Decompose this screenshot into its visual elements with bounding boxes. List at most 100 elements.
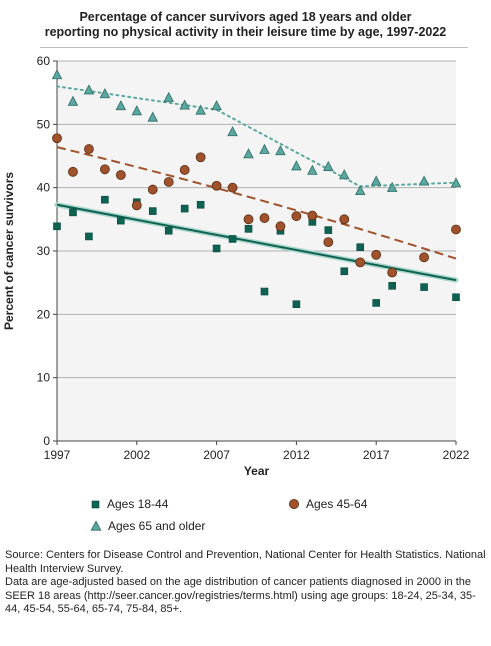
data-point-ages-18-44	[292, 300, 301, 309]
data-point-ages-45-64	[131, 200, 142, 211]
data-point-ages-45-64	[259, 213, 270, 223]
legend-item-ages-18-44: Ages 18-44	[90, 497, 168, 511]
y-tick-label: 30	[37, 244, 51, 258]
data-point-ages-45-64	[163, 177, 174, 187]
circle-marker-icon	[289, 499, 299, 509]
data-point-ages-18-44	[372, 299, 381, 307]
data-point-ages-65-and-older	[354, 184, 366, 196]
data-point-ages-65-and-older	[67, 95, 79, 106]
data-point-ages-18-44	[452, 293, 460, 302]
x-axis-title: Year	[244, 464, 270, 478]
title-divider	[40, 47, 468, 48]
data-point-ages-45-64	[451, 224, 461, 235]
data-point-ages-65-and-older	[83, 84, 95, 95]
data-point-ages-18-44	[164, 226, 173, 235]
data-point-ages-18-44	[69, 208, 77, 217]
data-point-ages-45-64	[211, 180, 222, 191]
y-tick-label: 0	[43, 434, 50, 448]
chart-title-line-2: reporting no physical activity in their …	[44, 25, 447, 39]
y-tick-label: 10	[37, 371, 51, 385]
data-point-ages-18-44	[356, 243, 365, 251]
data-point-ages-18-44	[85, 232, 93, 241]
y-tick-label: 40	[37, 181, 51, 195]
data-point-ages-18-44	[148, 207, 157, 215]
y-axis-title: Percent of cancer survivors	[2, 172, 16, 330]
data-point-ages-65-and-older	[291, 160, 302, 171]
data-point-ages-45-64	[68, 166, 78, 177]
data-point-ages-65-and-older	[179, 99, 190, 110]
x-tick-label: 2017	[363, 448, 390, 462]
data-point-ages-65-and-older	[99, 88, 111, 99]
data-point-ages-45-64	[179, 165, 190, 175]
data-point-ages-45-64	[52, 133, 62, 144]
x-tick-label: 2002	[123, 448, 150, 462]
data-point-ages-65-and-older	[163, 91, 174, 102]
data-point-ages-18-44	[53, 222, 61, 231]
data-point-ages-45-64	[147, 184, 158, 195]
data-point-ages-18-44	[180, 204, 189, 213]
data-point-ages-65-and-older	[275, 145, 286, 156]
data-point-ages-18-44	[260, 287, 269, 296]
data-point-ages-65-and-older	[115, 100, 127, 111]
data-point-ages-45-64	[371, 249, 382, 260]
x-tick-label: 2012	[283, 448, 310, 462]
data-point-ages-65-and-older	[418, 175, 430, 186]
data-point-ages-65-and-older	[307, 164, 318, 175]
data-point-ages-45-64	[307, 210, 318, 221]
data-point-ages-45-64	[84, 144, 94, 154]
data-point-ages-65-and-older	[370, 175, 382, 186]
data-point-ages-65-and-older	[131, 105, 143, 116]
data-point-ages-65-and-older	[227, 126, 238, 137]
data-point-ages-65-and-older	[211, 100, 222, 111]
data-point-ages-65-and-older	[51, 69, 63, 80]
data-point-ages-65-and-older	[147, 111, 159, 122]
source-citation: Source: Centers for Disease Control and …	[5, 549, 486, 575]
y-tick-label: 60	[37, 54, 51, 68]
data-point-ages-65-and-older	[323, 160, 334, 171]
chart-title: Percentage of cancer survivors aged 18 y…	[0, 10, 491, 40]
data-point-ages-65-and-older	[386, 181, 398, 192]
data-point-ages-65-and-older	[450, 177, 462, 188]
legend-label: Ages 45-64	[306, 497, 368, 511]
data-point-ages-18-44	[117, 216, 125, 225]
trend-line-ages-65-and-older	[56, 85, 457, 188]
x-tick-label: 2007	[203, 448, 230, 462]
data-point-ages-65-and-older	[243, 148, 254, 159]
data-point-ages-18-44	[196, 200, 205, 209]
data-point-ages-45-64	[355, 257, 366, 268]
data-point-ages-45-64	[195, 152, 206, 163]
data-point-ages-18-44	[420, 283, 428, 291]
triangle-marker-icon	[90, 520, 102, 531]
data-point-ages-18-44	[101, 195, 109, 204]
data-point-ages-65-and-older	[339, 169, 350, 180]
chart-title-line-1: Percentage of cancer survivors aged 18 y…	[79, 10, 412, 24]
scatter-chart: 0 10 20 30 40 50 60 1997 2002 2007 2012 2017 2022 Yea…	[2, 54, 470, 478]
data-point-ages-65-and-older	[195, 104, 206, 115]
legend-label: Ages 65 and older	[108, 519, 206, 533]
data-point-ages-45-64	[291, 211, 302, 222]
data-point-ages-45-64	[339, 214, 350, 225]
data-point-ages-45-64	[275, 221, 286, 232]
y-tick-label: 50	[37, 117, 51, 131]
square-marker-icon	[91, 500, 100, 508]
data-point-ages-45-64	[323, 237, 334, 248]
data-point-ages-45-64	[115, 170, 126, 180]
data-point-ages-45-64	[419, 252, 429, 263]
legend-item-ages-65-and-older: Ages 65 and older	[90, 519, 205, 533]
data-point-ages-18-44	[228, 235, 237, 243]
data-point-ages-45-64	[387, 267, 398, 278]
data-point-ages-65-and-older	[259, 143, 270, 154]
x-tick-label: 2022	[443, 448, 470, 462]
data-point-ages-18-44	[212, 244, 221, 253]
data-point-ages-18-44	[324, 226, 333, 234]
data-point-ages-18-44	[388, 282, 396, 290]
legend-label: Ages 18-44	[107, 497, 169, 511]
legend-item-ages-45-64: Ages 45-64	[288, 497, 367, 511]
x-tick-label: 1997	[44, 448, 71, 462]
data-point-ages-45-64	[99, 164, 110, 175]
trend-line-ages-45-64	[56, 146, 457, 260]
y-tick-label: 20	[37, 307, 51, 321]
data-point-ages-45-64	[227, 182, 238, 193]
data-point-ages-18-44	[340, 267, 349, 276]
source-note: Source: Centers for Disease Control and …	[5, 549, 487, 617]
